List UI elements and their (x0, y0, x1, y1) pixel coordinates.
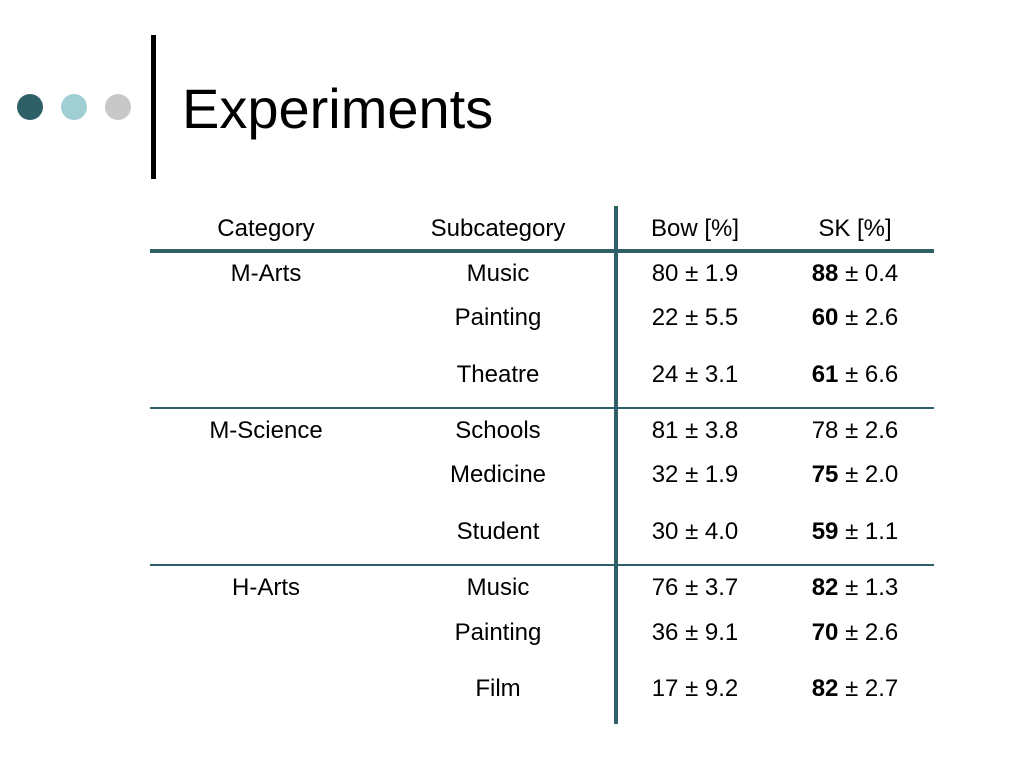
sk-value: ± 2.0 (838, 461, 899, 488)
cell-subcategory: Music (466, 574, 530, 601)
sk-value: ± 6.6 (838, 361, 899, 388)
cell-subcategory: Schools (455, 417, 541, 444)
cell-bow: 76 ± 3.7 (651, 574, 739, 601)
cell-sk: 88 ± 0.4 (776, 259, 934, 289)
cell-bow: 30 ± 4.0 (651, 518, 739, 545)
cell-subcategory: Music (466, 260, 530, 287)
group-rule (150, 407, 934, 409)
cell-subcategory: Theatre (456, 361, 540, 388)
cell-bow: 32 ± 1.9 (651, 461, 739, 488)
cell-sk: 82 ± 1.3 (776, 573, 934, 603)
sk-best-value: 75 (811, 461, 839, 488)
sk-best-value: 82 (811, 675, 839, 702)
sk-value: ± 2.6 (838, 619, 899, 646)
cell-subcategory: Painting (454, 304, 542, 331)
cell-bow: 17 ± 9.2 (651, 675, 739, 702)
cell-category: H-Arts (232, 574, 300, 601)
results-table: Category Subcategory Bow [%] SK [%] M-Ar… (150, 206, 934, 724)
cell-subcategory: Painting (454, 619, 542, 646)
cell-subcategory: Medicine (449, 461, 547, 488)
header-category: Category (217, 215, 315, 242)
cell-subcategory: Student (456, 518, 540, 545)
cell-bow: 36 ± 9.1 (651, 619, 739, 646)
sk-best-value: 88 (811, 260, 839, 287)
cell-category: M-Arts (230, 260, 302, 287)
header-bow: Bow [%] (650, 215, 740, 242)
sk-value: 78 ± 2.6 (811, 417, 899, 444)
sk-value: ± 2.6 (838, 304, 899, 331)
cell-sk: 59 ± 1.1 (776, 517, 934, 547)
cell-sk: 70 ± 2.6 (776, 618, 934, 648)
sk-best-value: 59 (811, 518, 839, 545)
cell-sk: 82 ± 2.7 (776, 674, 934, 704)
bullet-dot-gray (105, 94, 131, 120)
sk-best-value: 82 (811, 574, 839, 601)
group-rule (150, 564, 934, 566)
slide-title: Experiments (182, 77, 494, 140)
cell-bow: 81 ± 3.8 (651, 417, 739, 444)
cell-bow: 22 ± 5.5 (651, 304, 739, 331)
sk-value: ± 1.3 (838, 574, 899, 601)
cell-bow: 80 ± 1.9 (651, 260, 739, 287)
sk-value: ± 0.4 (838, 260, 899, 287)
bullet-dot-light (61, 94, 87, 120)
cell-sk: 60 ± 2.6 (776, 303, 934, 333)
cell-subcategory: Film (475, 675, 521, 702)
title-divider (151, 35, 156, 179)
cell-bow: 24 ± 3.1 (651, 361, 739, 388)
header-sk: SK [%] (818, 215, 892, 242)
sk-value: ± 2.7 (838, 675, 899, 702)
cell-sk: 61 ± 6.6 (776, 360, 934, 390)
sk-best-value: 61 (811, 361, 839, 388)
cell-category: M-Science (209, 417, 323, 444)
sk-value: ± 1.1 (838, 518, 899, 545)
cell-sk: 78 ± 2.6 (776, 416, 934, 446)
sk-best-value: 60 (811, 304, 839, 331)
bullet-dot-dark (17, 94, 43, 120)
cell-sk: 75 ± 2.0 (776, 460, 934, 490)
header-rule (150, 249, 934, 253)
header-subcategory: Subcategory (430, 215, 566, 242)
column-divider (614, 206, 618, 724)
sk-best-value: 70 (811, 619, 839, 646)
